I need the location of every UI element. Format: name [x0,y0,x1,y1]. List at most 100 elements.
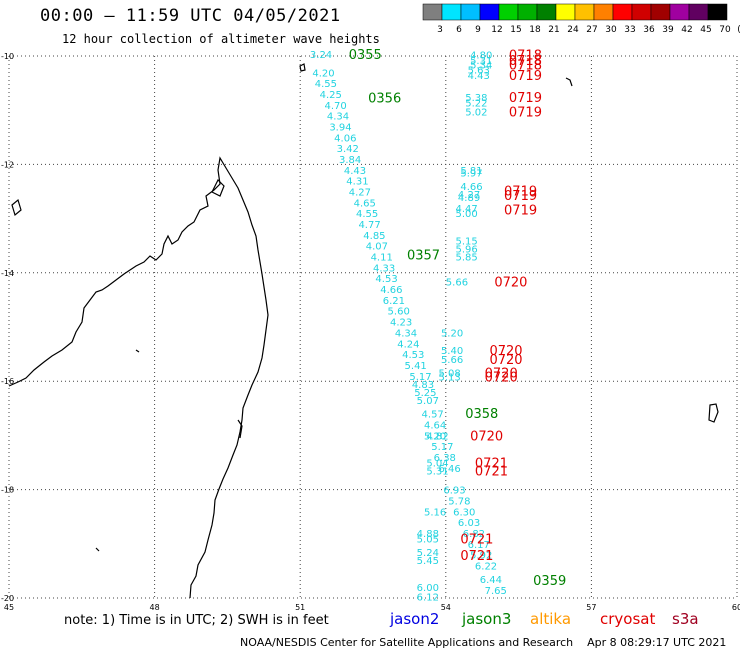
lon-tick-label: 45 [4,603,14,610]
swh-value: 5.85 [456,253,478,264]
swh-value: 6.46 [439,464,461,475]
swh-value: 5.31 [426,467,448,478]
pass-time-cryosat: 0718 [509,59,542,74]
swh-value: 4.27 [458,190,480,201]
swh-value: 4.88 [417,529,439,540]
credit-text: NOAA/NESDIS Center for Satellite Applica… [240,636,574,649]
swh-value: 4.83 [412,380,434,391]
colorbar-label: 27 [586,25,597,35]
swh-value: 5.04 [426,459,448,470]
swh-value: 4.66 [380,285,402,296]
colorbar-label: 12 [491,25,502,35]
swh-value: 5.17 [431,442,453,453]
graticule [8,55,738,599]
lon-tick-label: 48 [150,603,160,610]
swh-value: 4.57 [422,410,444,421]
swh-value: 4.47 [456,204,478,215]
lat-tick-label: -18 [1,486,14,495]
swh-value: 4.33 [373,263,395,274]
pass-time-cryosat: 0721 [460,549,493,564]
swh-value: 5.63 [468,66,490,77]
colorbar-label: 24 [567,25,579,35]
map-subtitle: 12 hour collection of altimeter wave hei… [62,32,380,46]
swh-value: 5.78 [448,496,470,507]
swh-value: 7.65 [485,586,507,597]
lat-tick-label: -12 [1,160,14,169]
swh-value: 5.31 [470,56,492,67]
lat-tick-label: -14 [1,269,14,278]
wave-height-labels: 3.244.204.554.254.704.343.944.063.423.84… [310,50,507,604]
lat-tick-label: -10 [1,52,14,61]
swh-value: 6.30 [453,507,475,518]
colorbar-label: 36 [643,25,655,35]
swh-value: 6.03 [458,518,480,529]
swh-value: 5.16 [424,507,446,518]
sainte-marie-island [237,419,243,439]
pass-time-cryosat: 0719 [509,105,542,120]
swh-value: 4.34 [395,328,417,339]
lon-tick-label: 57 [586,603,596,610]
swh-value: 3.84 [339,155,361,166]
pass-time-cryosat: 0720 [489,344,522,359]
swh-value: 4.23 [390,318,412,329]
swh-value: 5.38 [465,93,487,104]
pass-time-cryosat: 0720 [485,367,518,382]
islet-2 [565,77,573,87]
axis-labels: 45 48 51 54 57 60 -10 -12 -14 -16 -18 -20 [1,52,740,610]
swh-value: 4.43 [468,71,490,82]
pass-time-cryosat: 0719 [509,69,542,84]
swh-value: 5.08 [439,369,461,380]
swh-value: 4.55 [315,79,337,90]
colorbar-label: 21 [548,25,559,35]
swh-value: 5.20 [441,328,463,339]
pass-time-cryosat: 0718 [509,48,542,63]
swh-value: 4.27 [349,188,371,199]
colorbar-label: 18 [529,25,541,35]
swh-value: 5.92 [470,551,492,562]
pass-time-cryosat: 0720 [494,275,527,290]
swh-value: 6.44 [480,575,502,586]
swh-value: 5.02 [465,107,487,118]
swh-value: 4.82 [426,431,448,442]
lat-tick-label: -20 [1,594,14,603]
swh-value: 4.06 [334,133,356,144]
pass-time-cryosat: 0719 [509,91,542,106]
pass-time-cryosat: 0720 [489,353,522,368]
swh-value: 6.82 [463,529,485,540]
swh-value: 5.97 [460,169,482,180]
swh-value: 4.66 [460,182,482,193]
swh-value: 5.25 [414,388,436,399]
swh-value: 4.55 [356,209,378,220]
swh-value: 6.22 [475,561,497,572]
pass-time-cryosat: 0720 [470,429,503,444]
swh-value: 5.05 [417,534,439,545]
swh-value: 4.24 [397,339,419,350]
legend-altika: altika [530,610,572,628]
colorbar-label: 30 [605,25,617,35]
swh-value: 5.15 [456,236,478,247]
swh-value: 4.43 [344,166,366,177]
swh-value: 5.96 [456,244,478,255]
swh-value: 5.66 [446,277,468,288]
colorbar-label: 9 [475,25,481,35]
pass-time-cryosat: 0718 [509,54,542,69]
legend-note: note: 1) Time is in UTC; 2) SWH is in fe… [64,613,329,628]
islet-1 [299,63,306,72]
colorbar-label: 70 [719,25,731,35]
legend-jason3: jason3 [462,610,512,628]
swh-value: 5.66 [441,355,463,366]
map-title: 00:00 – 11:59 UTC 04/05/2021 [40,6,341,26]
legend-cryosat: cryosat [600,610,656,628]
legend-jason2: jason2 [390,610,440,628]
colorbar-swatch [707,3,728,21]
swh-value: 6.21 [383,296,405,307]
colorbar-label: (ft) [737,25,740,35]
swh-value: 5.40 [441,346,463,357]
nosy-be-island [11,198,22,217]
colorbar-label: 33 [624,25,635,35]
lat-tick-label: -16 [1,377,14,386]
pass-time-cryosat: 0721 [475,465,508,480]
swh-value: 5.24 [417,548,439,559]
colorbar-label: 42 [681,25,692,35]
